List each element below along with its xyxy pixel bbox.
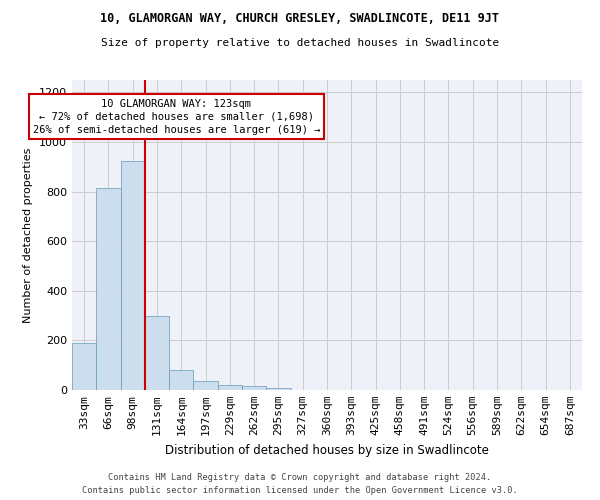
- Bar: [242, 386, 266, 390]
- Y-axis label: Number of detached properties: Number of detached properties: [23, 148, 34, 322]
- Bar: [145, 316, 169, 390]
- Bar: [193, 382, 218, 390]
- Text: 10, GLAMORGAN WAY, CHURCH GRESLEY, SWADLINCOTE, DE11 9JT: 10, GLAMORGAN WAY, CHURCH GRESLEY, SWADL…: [101, 12, 499, 26]
- Bar: [72, 343, 96, 390]
- Text: 10 GLAMORGAN WAY: 123sqm
← 72% of detached houses are smaller (1,698)
26% of sem: 10 GLAMORGAN WAY: 123sqm ← 72% of detach…: [32, 98, 320, 135]
- Bar: [169, 370, 193, 390]
- Bar: [218, 385, 242, 390]
- Text: Size of property relative to detached houses in Swadlincote: Size of property relative to detached ho…: [101, 38, 499, 48]
- Text: Contains HM Land Registry data © Crown copyright and database right 2024.
Contai: Contains HM Land Registry data © Crown c…: [82, 474, 518, 495]
- X-axis label: Distribution of detached houses by size in Swadlincote: Distribution of detached houses by size …: [165, 444, 489, 456]
- Bar: [121, 160, 145, 390]
- Bar: [266, 388, 290, 390]
- Bar: [96, 188, 121, 390]
